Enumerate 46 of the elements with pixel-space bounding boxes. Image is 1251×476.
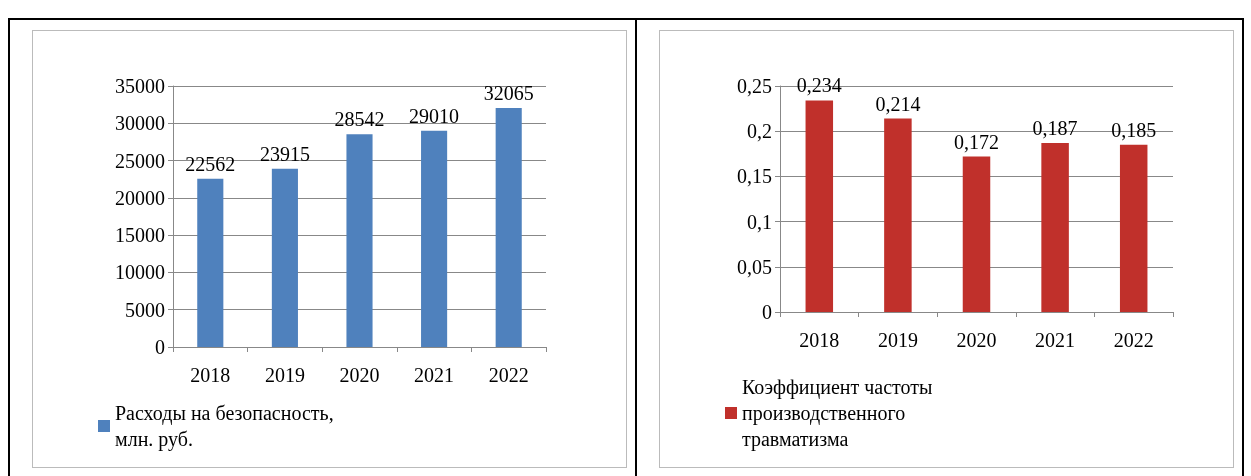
x-tick-label: 2019: [877, 329, 918, 351]
data-label: 23915: [259, 142, 310, 165]
data-label: 32065: [483, 81, 534, 104]
y-tick-label: 0,1: [747, 210, 772, 233]
y-tick-label: 0: [762, 301, 772, 323]
y-tick-label: 5000: [125, 298, 165, 321]
y-tick-label: 10000: [115, 261, 165, 284]
y-tick-label: 0,05: [737, 255, 772, 278]
y-tick-label: 20000: [115, 186, 165, 209]
legend-label: Расходы на безопасность, млн. руб.: [115, 402, 339, 451]
x-tick-label: 2021: [414, 364, 455, 386]
y-tick-label: 35000: [115, 75, 165, 97]
bar: [346, 134, 373, 347]
legend-label: Коэффициент частоты производственного травматизма: [742, 376, 938, 451]
x-tick-label: 2021: [1035, 329, 1076, 351]
y-tick-label: 15000: [115, 224, 165, 247]
x-tick-label: 2022: [488, 364, 529, 386]
y-tick-label: 25000: [115, 149, 165, 172]
data-label: 0,187: [1032, 116, 1078, 139]
bar: [421, 130, 448, 347]
data-label: 0,185: [1111, 118, 1157, 141]
bar: [1041, 142, 1069, 312]
x-tick-label: 2018: [799, 329, 840, 351]
data-label: 28542: [334, 108, 385, 131]
bar: [962, 156, 991, 312]
x-tick-label: 2019: [264, 364, 305, 386]
y-tick-label: 0: [155, 336, 165, 358]
data-label: 22562: [185, 152, 236, 175]
bar: [805, 100, 834, 312]
x-tick-label: 2022: [1113, 329, 1154, 351]
y-tick-label: 0,15: [737, 165, 772, 188]
bar: [884, 118, 912, 312]
y-tick-label: 0,25: [737, 75, 772, 97]
bar: [495, 107, 522, 347]
x-tick-label: 2020: [339, 364, 380, 386]
y-tick-label: 0,2: [747, 120, 772, 143]
data-label: 0,234: [796, 74, 842, 97]
bar: [271, 168, 298, 347]
data-label: 0,172: [954, 130, 999, 153]
x-tick-label: 2020: [956, 329, 997, 351]
y-tick-label: 30000: [115, 112, 165, 135]
x-tick-label: 2018: [190, 364, 231, 386]
bar: [197, 178, 224, 347]
data-label: 29010: [409, 104, 460, 127]
data-label: 0,214: [875, 92, 921, 115]
bar: [1119, 144, 1148, 312]
